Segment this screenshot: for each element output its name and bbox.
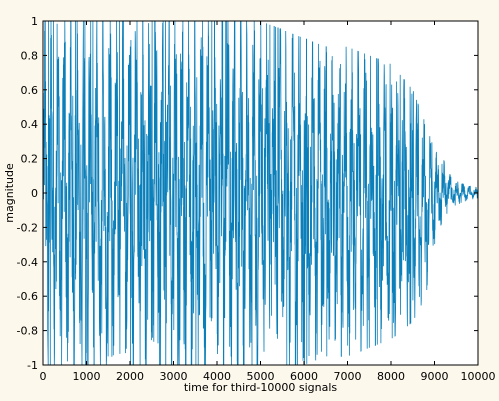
y-tick-label: 0.6 bbox=[21, 84, 39, 97]
y-tick-label: -0.2 bbox=[17, 221, 38, 234]
y-axis: 1 0.8 0.6 0.4 0.2 0 -0.2 -0.4 -0.6 -0.8 -1 bbox=[17, 15, 478, 372]
signal-line bbox=[42, 20, 479, 366]
y-tick-label: -0.6 bbox=[17, 290, 38, 303]
y-tick-label: -0.4 bbox=[17, 256, 38, 269]
y-tick-label: 0.8 bbox=[21, 49, 39, 62]
y-tick-label: -0.8 bbox=[17, 325, 38, 338]
y-axis-label: magnitude bbox=[3, 163, 16, 223]
signal-series bbox=[42, 20, 479, 366]
x-axis: 0 1000 2000 3000 4000 5000 6000 7000 8000 9000 100… bbox=[40, 21, 496, 383]
x-tick-label: 5000 bbox=[247, 370, 275, 383]
x-tick-label: 9000 bbox=[421, 370, 449, 383]
y-tick-label: 0.4 bbox=[21, 118, 39, 131]
x-tick-label: 2000 bbox=[116, 370, 144, 383]
y-tick-label: 1 bbox=[31, 15, 38, 28]
x-tick-label: 8000 bbox=[377, 370, 405, 383]
x-tick-label: 3000 bbox=[160, 370, 188, 383]
x-tick-label: 4000 bbox=[203, 370, 231, 383]
x-tick-label: 7000 bbox=[334, 370, 362, 383]
y-tick-label: -1 bbox=[27, 359, 38, 372]
x-tick-label: 0 bbox=[40, 370, 47, 383]
x-axis-label: time for third-10000 signals bbox=[184, 381, 338, 394]
y-tick-label: 0 bbox=[31, 187, 38, 200]
x-tick-label: 6000 bbox=[290, 370, 318, 383]
x-tick-label: 10000 bbox=[461, 370, 496, 383]
x-tick-label: 1000 bbox=[73, 370, 101, 383]
y-tick-label: 0.2 bbox=[21, 153, 39, 166]
